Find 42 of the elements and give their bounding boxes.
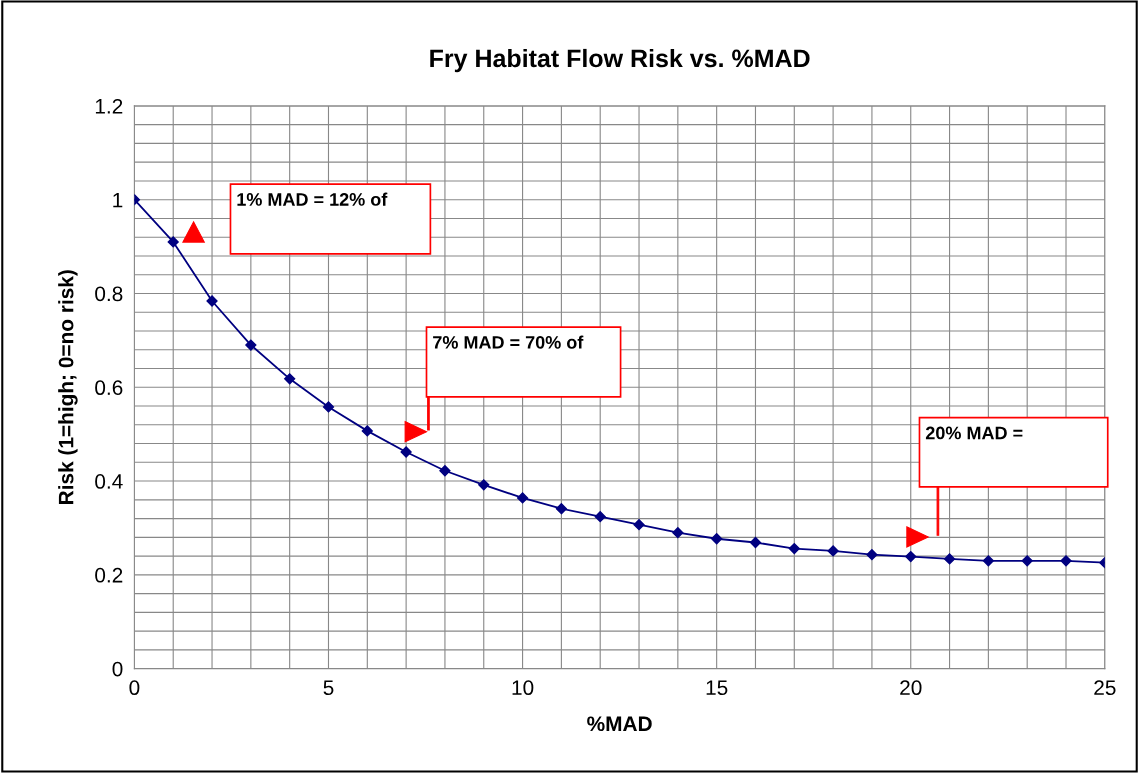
y-tick-label: 0 — [112, 661, 123, 677]
point — [672, 527, 684, 539]
y-tick-label: 0.2 — [95, 567, 123, 583]
x-tick-label: 15 — [706, 680, 728, 696]
point — [827, 545, 839, 557]
point — [749, 536, 762, 549]
point — [711, 533, 723, 545]
x-tick-label: 0 — [129, 680, 140, 696]
point — [361, 425, 373, 437]
y-tick-label: 1 — [113, 192, 123, 208]
annotation: 1% MAD = 12% of — [237, 192, 388, 206]
point — [245, 339, 257, 351]
y-axis-title: Risk (1=high; 0=no risk) — [58, 270, 78, 504]
point — [284, 373, 296, 385]
point — [167, 236, 179, 248]
point — [400, 446, 412, 458]
point — [1060, 555, 1072, 567]
x-tick-label: 5 — [323, 680, 334, 696]
point — [866, 549, 878, 561]
point — [322, 401, 335, 413]
point — [788, 542, 800, 555]
x-tick-label: 20 — [900, 680, 922, 696]
point — [943, 553, 956, 565]
x-tick-label: 25 — [1094, 680, 1116, 696]
y-tick-label: 1.2 — [95, 98, 123, 114]
point — [555, 503, 567, 515]
y-tick-label: 0.4 — [95, 474, 123, 489]
annotation: 20% MAD = — [925, 426, 1023, 440]
x-axis-title: %MAD — [587, 716, 652, 732]
x-tick-label: 10 — [512, 680, 534, 696]
point — [905, 550, 917, 563]
point — [478, 479, 490, 491]
y-tick-label: 0.8 — [95, 286, 123, 302]
chart-title: Fry Habitat Flow Risk vs. %MAD — [430, 48, 810, 73]
point — [1021, 555, 1033, 567]
point — [633, 519, 645, 531]
annotation: 7% MAD = 70% of — [433, 335, 584, 349]
y-tick-label: 0.6 — [95, 380, 123, 396]
point — [982, 555, 994, 567]
point — [439, 465, 451, 477]
point — [516, 492, 529, 504]
point — [594, 511, 606, 523]
